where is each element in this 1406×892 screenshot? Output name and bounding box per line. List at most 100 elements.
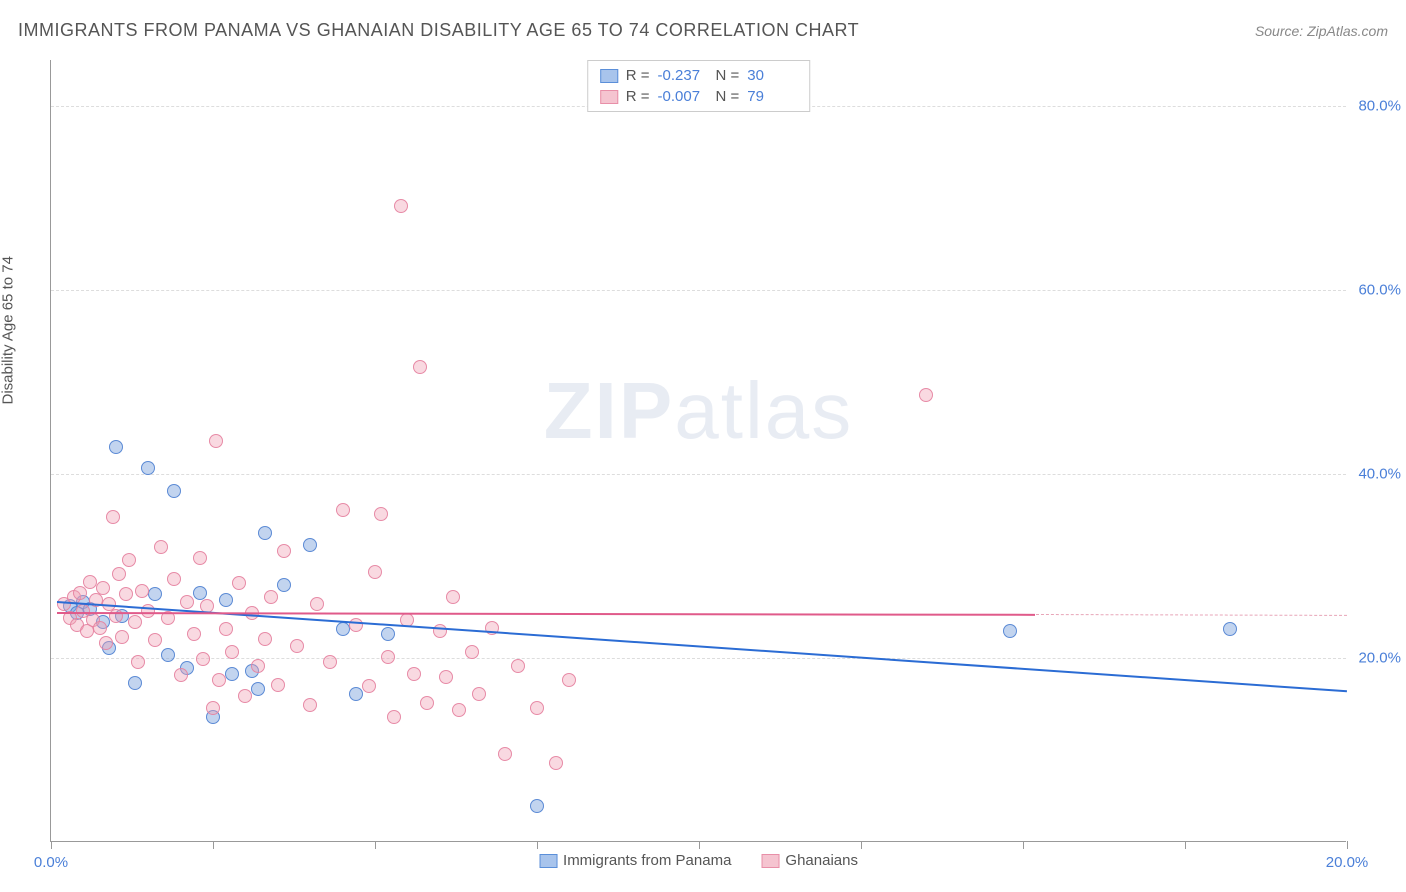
- data-point: [109, 609, 123, 623]
- data-point: [310, 597, 324, 611]
- data-point: [277, 578, 291, 592]
- data-point: [128, 676, 142, 690]
- y-axis-label: Disability Age 65 to 74: [0, 256, 17, 404]
- data-point: [511, 659, 525, 673]
- data-point: [167, 572, 181, 586]
- data-point: [96, 581, 110, 595]
- data-point: [498, 747, 512, 761]
- data-point: [264, 590, 278, 604]
- data-point: [251, 659, 265, 673]
- source-label: Source: ZipAtlas.com: [1255, 23, 1388, 39]
- stats-row-ghanaians: R = -0.007 N = 79: [600, 86, 798, 107]
- data-point: [73, 586, 87, 600]
- gridline: [51, 474, 1346, 475]
- r-value-ghanaians: -0.007: [658, 88, 708, 105]
- n-value-panama: 30: [747, 67, 797, 84]
- data-point: [174, 668, 188, 682]
- data-point: [303, 538, 317, 552]
- data-point: [251, 682, 265, 696]
- watermark: ZIPatlas: [544, 365, 853, 457]
- x-tick: [537, 841, 538, 849]
- y-tick-label: 80.0%: [1358, 98, 1401, 115]
- data-point: [193, 551, 207, 565]
- gridline: [51, 658, 1346, 659]
- data-point: [212, 673, 226, 687]
- data-point: [472, 687, 486, 701]
- data-point: [549, 756, 563, 770]
- stats-legend: R = -0.237 N = 30 R = -0.007 N = 79: [587, 60, 811, 112]
- y-tick-label: 40.0%: [1358, 466, 1401, 483]
- x-tick: [213, 841, 214, 849]
- data-point: [303, 698, 317, 712]
- data-point: [562, 673, 576, 687]
- stats-row-panama: R = -0.237 N = 30: [600, 65, 798, 86]
- data-point: [290, 639, 304, 653]
- data-point: [394, 199, 408, 213]
- x-tick: [1185, 841, 1186, 849]
- swatch-panama-icon: [539, 854, 557, 868]
- data-point: [135, 584, 149, 598]
- data-point: [115, 630, 129, 644]
- data-point: [225, 645, 239, 659]
- legend-item-panama: Immigrants from Panama: [539, 852, 731, 869]
- data-point: [407, 667, 421, 681]
- trend-line: [57, 612, 1035, 616]
- data-point: [119, 587, 133, 601]
- data-point: [99, 636, 113, 650]
- data-point: [336, 503, 350, 517]
- data-point: [446, 590, 460, 604]
- data-point: [167, 484, 181, 498]
- chart-title: IMMIGRANTS FROM PANAMA VS GHANAIAN DISAB…: [18, 20, 859, 41]
- data-point: [148, 587, 162, 601]
- data-point: [439, 670, 453, 684]
- data-point: [196, 652, 210, 666]
- data-point: [219, 593, 233, 607]
- data-point: [323, 655, 337, 669]
- swatch-ghanaians: [600, 90, 618, 104]
- data-point: [1223, 622, 1237, 636]
- data-point: [128, 615, 142, 629]
- n-value-ghanaians: 79: [747, 88, 797, 105]
- y-tick-label: 20.0%: [1358, 650, 1401, 667]
- scatter-chart: ZIPatlas R = -0.237 N = 30 R = -0.007 N …: [50, 60, 1346, 842]
- data-point: [109, 440, 123, 454]
- data-point: [277, 544, 291, 558]
- data-point: [219, 622, 233, 636]
- data-point: [106, 510, 120, 524]
- x-tick: [51, 841, 52, 849]
- data-point: [112, 567, 126, 581]
- data-point: [452, 703, 466, 717]
- data-point: [465, 645, 479, 659]
- data-point: [209, 434, 223, 448]
- x-tick: [1347, 841, 1348, 849]
- data-point: [258, 526, 272, 540]
- x-tick: [375, 841, 376, 849]
- data-point: [349, 618, 363, 632]
- data-point: [122, 553, 136, 567]
- data-point: [381, 627, 395, 641]
- trend-line: [1036, 614, 1347, 616]
- swatch-panama: [600, 69, 618, 83]
- data-point: [187, 627, 201, 641]
- data-point: [131, 655, 145, 669]
- data-point: [83, 575, 97, 589]
- data-point: [271, 678, 285, 692]
- data-point: [368, 565, 382, 579]
- data-point: [530, 799, 544, 813]
- y-tick-label: 60.0%: [1358, 282, 1401, 299]
- x-tick: [861, 841, 862, 849]
- data-point: [206, 701, 220, 715]
- data-point: [225, 667, 239, 681]
- data-point: [362, 679, 376, 693]
- x-tick: [699, 841, 700, 849]
- r-value-panama: -0.237: [658, 67, 708, 84]
- data-point: [238, 689, 252, 703]
- data-point: [381, 650, 395, 664]
- data-point: [530, 701, 544, 715]
- data-point: [420, 696, 434, 710]
- series-legend: Immigrants from Panama Ghanaians: [539, 852, 858, 869]
- data-point: [93, 621, 107, 635]
- data-point: [1003, 624, 1017, 638]
- data-point: [349, 687, 363, 701]
- data-point: [232, 576, 246, 590]
